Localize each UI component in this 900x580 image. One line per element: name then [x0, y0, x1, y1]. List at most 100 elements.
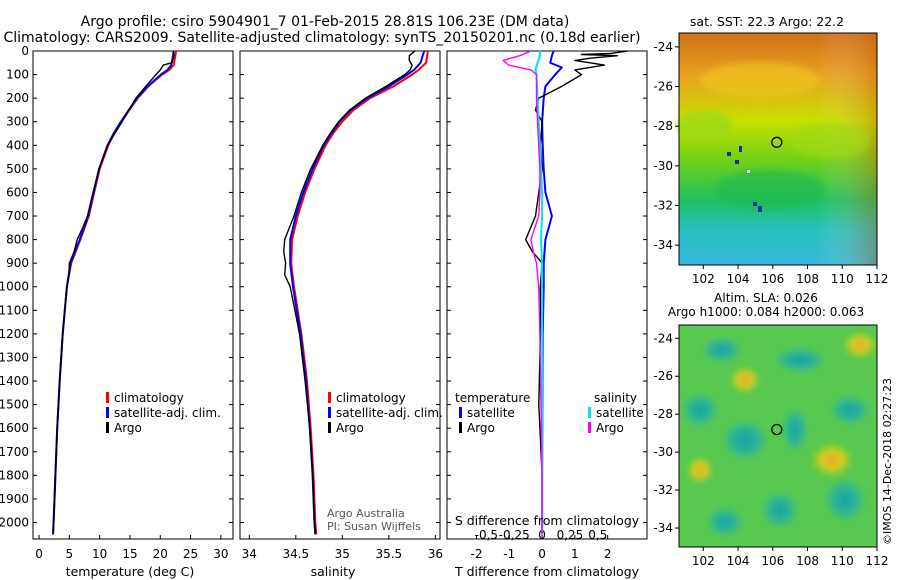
sla-eddy — [828, 394, 872, 426]
copyright-stamp: ©IMOS 14-Dec-2018 02:27:23 — [881, 378, 894, 545]
s-difference-label: S difference from climatology — [455, 513, 640, 528]
depth-tick-label: 800 — [6, 233, 29, 247]
series-argo — [52, 50, 175, 535]
depth-tick-label: 1200 — [0, 327, 29, 341]
depth-tick-label: 1800 — [0, 468, 29, 482]
sla-eddy — [720, 418, 770, 462]
sst-map-title: sat. SST: 22.3 Argo: 22.2 — [690, 14, 844, 29]
legend-swatch-satellite — [328, 407, 331, 418]
title-line-2: Climatology: CARS2009. Satellite-adjuste… — [3, 30, 640, 46]
difference-t-tick-label: -2 — [471, 547, 483, 561]
depth-tick-label: 500 — [6, 162, 29, 176]
legend-t-argo: Argo — [467, 421, 495, 435]
sla-lon-label: 106 — [761, 554, 784, 568]
difference-t-tick-label: 2 — [604, 547, 612, 561]
legend-t-satellite: satellite — [467, 406, 515, 420]
salinity-tick-label: 34.5 — [282, 547, 309, 561]
sst-warm-band — [700, 62, 820, 98]
legend-argo: Argo — [336, 421, 364, 435]
legend-swatch-s-satellite — [588, 407, 591, 418]
sla-eddy — [760, 490, 800, 530]
sst-patch — [715, 170, 825, 210]
difference-s-tick-label: 0,25 — [557, 528, 584, 542]
sst-pixel — [758, 206, 762, 212]
sla-lon-label: 104 — [727, 554, 750, 568]
sla-eddy — [772, 346, 828, 374]
sst-lon-label: 112 — [866, 272, 889, 286]
sla-high — [810, 442, 854, 478]
sst-lat-label: -26 — [653, 80, 673, 94]
difference-panel — [446, 50, 648, 540]
difference-t-tick-label: -1 — [503, 547, 515, 561]
temperature-tick-label: 10 — [92, 547, 107, 561]
depth-tick-label: 1500 — [0, 398, 29, 412]
temperature-panel — [32, 50, 234, 540]
sla-lat-label: -30 — [653, 445, 673, 459]
legend-swatch-argo — [106, 422, 109, 433]
temperature-tick-label: 25 — [183, 547, 198, 561]
depth-tick-label: 100 — [6, 68, 29, 82]
legend-argo: Argo — [114, 421, 142, 435]
depth-tick-label: 700 — [6, 209, 29, 223]
sla-lon-label: 102 — [692, 554, 715, 568]
sst-lon-label: 102 — [692, 272, 715, 286]
legend-swatch-s-argo — [588, 422, 591, 433]
sst-lon-label: 110 — [831, 272, 854, 286]
legend-swatch-t-argo — [459, 422, 462, 433]
legend-swatch-t-satellite — [459, 407, 462, 418]
depth-tick-label: 300 — [6, 115, 29, 129]
legend-swatch-argo — [328, 422, 331, 433]
difference-t-tick-label: 0 — [538, 547, 546, 561]
legend-satellite: satellite-adj. clim. — [114, 406, 221, 420]
depth-tick-label: 1700 — [0, 445, 29, 459]
sst-pixel — [753, 202, 757, 206]
difference-s-tick-label: 0,5 — [588, 528, 607, 542]
temperature-tick-label: 20 — [153, 547, 168, 561]
sla-lat-label: -24 — [653, 331, 673, 345]
depth-tick-label: 1000 — [0, 280, 29, 294]
sst-lat-label: -30 — [653, 159, 673, 173]
sla-lon-label: 110 — [831, 554, 854, 568]
depth-tick-label: 600 — [6, 185, 29, 199]
temperature-legend: climatology satellite-adj. clim. Argo — [106, 391, 221, 435]
depth-tick-label: 900 — [6, 256, 29, 270]
sla-eddy — [680, 392, 720, 428]
credit-line-2: PI: Susan Wijffels — [327, 520, 421, 533]
difference-t-tick-label: 1 — [571, 547, 579, 561]
sst-lon-label: 106 — [761, 272, 784, 286]
sst-map-frame — [678, 32, 878, 266]
sla-argo-marker — [771, 423, 783, 436]
temperature-tick-label: 0 — [35, 547, 43, 561]
sla-map-title-2: Argo h1000: 0.084 h2000: 0.063 — [668, 305, 864, 319]
sst-lat-label: -32 — [653, 199, 673, 213]
credit-line-1: Argo Australia — [327, 507, 405, 520]
salinity-panel — [239, 50, 441, 540]
sla-map — [678, 324, 878, 548]
sla-eddy — [781, 406, 809, 454]
legend-s-argo: Argo — [596, 421, 624, 435]
temperature-tick-label: 30 — [213, 547, 228, 561]
temperature-xlabel: temperature (deg C) — [66, 564, 195, 579]
series-salinity-satellite — [534, 51, 544, 535]
legend-satellite: satellite-adj. clim. — [336, 406, 443, 420]
sst-lon-label: 104 — [727, 272, 750, 286]
depth-tick-label: 0 — [21, 44, 29, 58]
depth-tick-label: 1900 — [0, 492, 29, 506]
sst-pixel — [735, 160, 739, 164]
sla-eddy — [823, 476, 867, 524]
difference-s-tick-label: 0 — [538, 528, 546, 542]
sst-patch — [790, 122, 870, 158]
temperature-tick-label: 5 — [66, 547, 74, 561]
sst-pixel — [747, 170, 750, 173]
sla-eddy — [700, 336, 744, 364]
sla-high — [729, 366, 761, 394]
sst-lat-label: -34 — [653, 238, 673, 252]
sla-lat-label: -26 — [653, 369, 673, 383]
legend-s-satellite: satellite — [596, 406, 644, 420]
sla-eddy — [705, 506, 745, 538]
difference-legend: temperature satellite Argo salinity sate… — [455, 391, 644, 435]
temperature-tick-label: 15 — [122, 547, 137, 561]
difference-xlabel: T difference from climatology — [454, 564, 640, 579]
salinity-tick-label: 35 — [335, 547, 350, 561]
x-axes: 0 5 10 15 20 25 30 34 34.5 35 35.5 36 -2 -1 0 1 2 -0,5 -0,… — [35, 528, 611, 561]
